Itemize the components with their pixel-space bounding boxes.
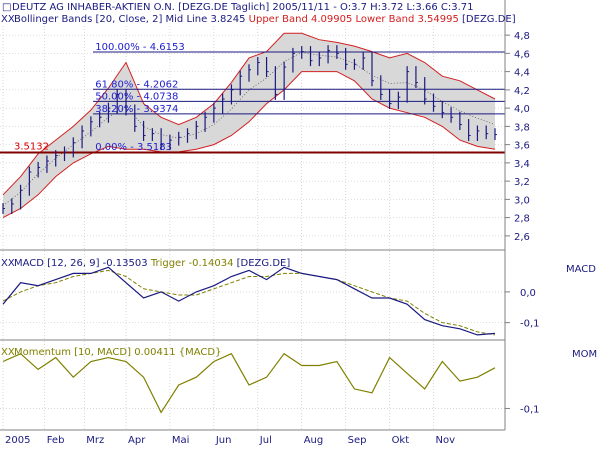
macd-y-tick-label: -0,1 <box>520 319 540 330</box>
y-tick-label: 3,8 <box>514 122 530 133</box>
momentum-header: Momentum [10, MACD] 0.00411 {MACD} <box>14 347 221 358</box>
y-tick-label: 2,6 <box>514 232 530 243</box>
momentum-layer <box>2 352 496 414</box>
macd-header: MACD [12, 26, 9] -0.13503 Trigger -0.140… <box>14 258 290 269</box>
y-tick-label: 2,8 <box>514 214 530 225</box>
fibonacci-label: 100.00% - 4.6153 <box>95 42 184 53</box>
y-tick-label: 4,4 <box>514 68 530 79</box>
fibonacci-label: 0.00% - 3.5183 <box>95 142 172 153</box>
header-icon: ⅩⅩ <box>1 14 15 25</box>
momentum-line <box>2 352 496 414</box>
macd-axis-label: MACD <box>566 264 596 275</box>
y-tick-label: 4,0 <box>514 104 530 115</box>
x-tick-label: Jun <box>215 435 232 446</box>
bollinger-tail: [DEZG.DE] <box>459 14 516 25</box>
bollinger-bands-label: Upper Band 4.09905 Lower Band 3.54995 <box>249 14 459 25</box>
header-icon: □ <box>2 2 11 13</box>
support-label: 3.5132 <box>14 142 49 153</box>
y-tick-label: 3,2 <box>514 177 530 188</box>
macd-line <box>2 266 496 336</box>
macd-trigger-line <box>2 269 496 336</box>
fibonacci-label: 38.20% - 3.9374 <box>95 104 178 115</box>
fibonacci-label: 61.80% - 4.2062 <box>95 79 178 90</box>
bollinger-label: Bollinger Bands [20, Close, 2] Mid Line … <box>14 14 249 25</box>
x-tick-label: 2005 <box>5 435 30 446</box>
chart-header-title: DEUTZ AG INHABER-AKTIEN O.N. [DEZG.DE Ta… <box>12 2 474 13</box>
x-tick-label: Mrz <box>86 435 104 446</box>
x-tick-label: Aug <box>304 435 324 446</box>
macd-layer <box>2 266 496 336</box>
macd-label: MACD [12, 26, 9] -0.13503 <box>14 258 151 269</box>
upper-band-line <box>2 32 496 196</box>
header-icon: ⅩⅩ <box>1 347 15 358</box>
x-tick-label: Okt <box>392 435 410 446</box>
x-tick-label: Nov <box>436 435 456 446</box>
y-tick-label: 3,4 <box>514 159 530 170</box>
x-tick-label: Apr <box>128 435 146 446</box>
mom-axis-label: MOM <box>572 349 597 360</box>
macd-y-tick-label: 0,0 <box>520 288 536 299</box>
x-tick-label: Sep <box>348 435 367 446</box>
macd-tail: [DEZG.DE] <box>233 258 290 269</box>
header-icon: ⅩⅩ <box>1 258 15 269</box>
x-tick-label: Mai <box>172 435 190 446</box>
axis-layer: 2005 Feb Mrz Apr Mai Jun Jul Aug Sep Okt Nov 4,8 4,6… <box>5 31 540 446</box>
fibonacci-label: 50.00% - 4.0738 <box>95 91 178 102</box>
bollinger-header: Bollinger Bands [20, Close, 2] Mid Line … <box>14 14 516 25</box>
macd-trigger-label: Trigger -0.14034 <box>150 258 234 269</box>
y-tick-label: 4,8 <box>514 31 530 42</box>
y-tick-label: 3,0 <box>514 195 530 206</box>
y-tick-label: 4,6 <box>514 49 530 60</box>
x-tick-label: Feb <box>47 435 65 446</box>
y-tick-label: 4,2 <box>514 86 530 97</box>
momentum-y-tick-label: -0,1 <box>520 404 540 415</box>
x-tick-label: Jul <box>259 435 272 446</box>
y-tick-label: 3,6 <box>514 141 530 152</box>
